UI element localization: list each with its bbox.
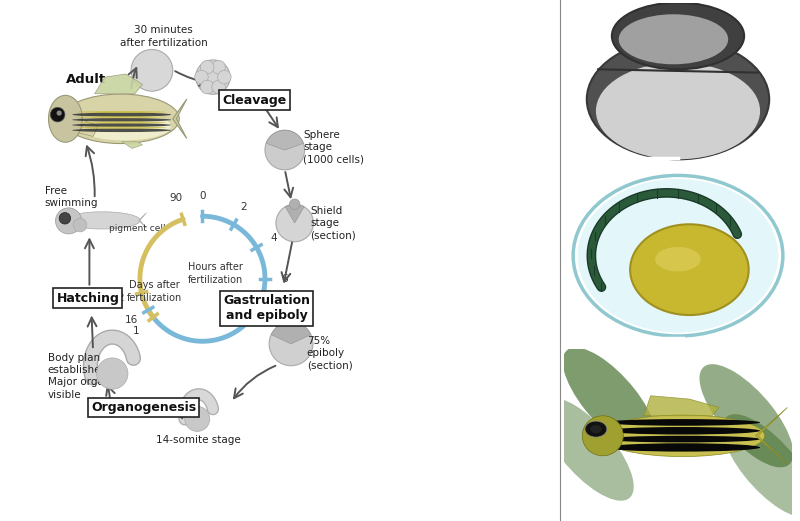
Ellipse shape bbox=[72, 123, 171, 127]
Circle shape bbox=[55, 208, 82, 234]
Ellipse shape bbox=[78, 111, 166, 113]
Ellipse shape bbox=[72, 113, 171, 117]
Ellipse shape bbox=[65, 212, 140, 229]
Circle shape bbox=[74, 218, 86, 232]
Ellipse shape bbox=[540, 398, 634, 501]
Polygon shape bbox=[122, 142, 142, 148]
Text: 14-somite stage: 14-somite stage bbox=[157, 435, 241, 445]
Circle shape bbox=[57, 110, 62, 116]
Text: Free
swimming: Free swimming bbox=[45, 186, 98, 208]
Circle shape bbox=[578, 179, 778, 332]
Text: 75%
epiboly
(section): 75% epiboly (section) bbox=[306, 336, 353, 370]
Circle shape bbox=[290, 199, 300, 209]
Ellipse shape bbox=[605, 436, 760, 442]
Circle shape bbox=[218, 70, 231, 84]
Ellipse shape bbox=[605, 427, 760, 435]
Circle shape bbox=[200, 60, 214, 74]
Circle shape bbox=[590, 425, 602, 433]
Ellipse shape bbox=[78, 121, 166, 123]
Ellipse shape bbox=[78, 112, 171, 140]
Ellipse shape bbox=[605, 443, 760, 452]
Text: Days after
fertilization: Days after fertilization bbox=[127, 280, 182, 303]
Circle shape bbox=[50, 107, 65, 122]
Circle shape bbox=[196, 60, 230, 94]
Ellipse shape bbox=[655, 247, 701, 271]
Ellipse shape bbox=[72, 118, 171, 122]
Ellipse shape bbox=[605, 419, 760, 426]
Circle shape bbox=[131, 49, 173, 91]
Ellipse shape bbox=[612, 3, 744, 69]
Circle shape bbox=[185, 406, 210, 431]
Polygon shape bbox=[79, 121, 98, 137]
Text: 16: 16 bbox=[125, 315, 138, 325]
Text: 0: 0 bbox=[199, 191, 206, 202]
Text: 4: 4 bbox=[270, 232, 277, 243]
Text: 1: 1 bbox=[133, 326, 139, 336]
Ellipse shape bbox=[78, 127, 166, 129]
Circle shape bbox=[265, 130, 305, 170]
Text: 2: 2 bbox=[117, 293, 123, 303]
Ellipse shape bbox=[562, 348, 657, 451]
Circle shape bbox=[276, 204, 314, 242]
Text: Body plan
established
Major organs
visible: Body plan established Major organs visib… bbox=[48, 353, 116, 400]
Text: Sphere
stage
(1000 cells): Sphere stage (1000 cells) bbox=[303, 130, 364, 164]
Text: Hours after
fertilization: Hours after fertilization bbox=[188, 262, 243, 285]
Ellipse shape bbox=[78, 116, 166, 118]
Polygon shape bbox=[138, 213, 146, 228]
Polygon shape bbox=[173, 99, 187, 139]
Circle shape bbox=[97, 358, 128, 389]
Ellipse shape bbox=[582, 416, 623, 456]
Ellipse shape bbox=[699, 364, 794, 467]
Ellipse shape bbox=[596, 63, 760, 159]
Text: 30 minutes
after fertilization: 30 minutes after fertilization bbox=[119, 25, 207, 48]
Ellipse shape bbox=[62, 94, 179, 144]
Wedge shape bbox=[286, 204, 304, 223]
Circle shape bbox=[59, 213, 70, 224]
Ellipse shape bbox=[49, 95, 82, 142]
Ellipse shape bbox=[722, 414, 800, 517]
Text: 90: 90 bbox=[170, 193, 183, 204]
Text: Shield
stage
(section): Shield stage (section) bbox=[310, 206, 356, 240]
Text: 6: 6 bbox=[282, 274, 288, 284]
Ellipse shape bbox=[601, 415, 765, 456]
Text: 8: 8 bbox=[270, 315, 277, 325]
Text: Organogenesis: Organogenesis bbox=[91, 401, 196, 414]
Circle shape bbox=[269, 322, 313, 366]
Wedge shape bbox=[266, 130, 303, 150]
Text: Adult: Adult bbox=[66, 73, 106, 85]
Ellipse shape bbox=[618, 14, 728, 64]
Text: Hatching: Hatching bbox=[56, 292, 119, 304]
Ellipse shape bbox=[72, 128, 171, 132]
Circle shape bbox=[212, 60, 226, 74]
Wedge shape bbox=[271, 322, 311, 344]
Circle shape bbox=[194, 70, 208, 84]
Polygon shape bbox=[94, 74, 142, 94]
Ellipse shape bbox=[586, 39, 770, 159]
Circle shape bbox=[630, 224, 749, 315]
Text: pigment cell: pigment cell bbox=[109, 224, 166, 233]
Polygon shape bbox=[644, 396, 719, 416]
Circle shape bbox=[212, 80, 226, 94]
Polygon shape bbox=[755, 407, 787, 464]
Text: Cleavage: Cleavage bbox=[222, 94, 286, 106]
Circle shape bbox=[585, 421, 607, 437]
Circle shape bbox=[200, 80, 214, 94]
Text: 2: 2 bbox=[240, 203, 247, 213]
Text: Gastrulation
and epiboly: Gastrulation and epiboly bbox=[223, 294, 310, 322]
